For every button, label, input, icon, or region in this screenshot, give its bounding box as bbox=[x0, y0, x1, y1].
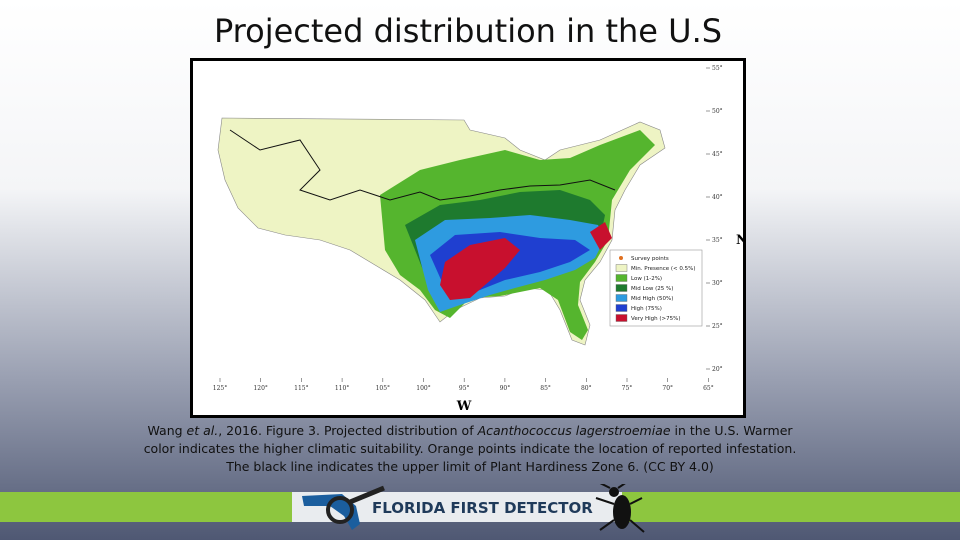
lat-tick-label: 40° bbox=[712, 194, 723, 201]
lon-tick-label: 75° bbox=[622, 385, 633, 392]
lon-tick-label: 70° bbox=[662, 385, 673, 392]
caption-text: in the U.S. Warmer color indicates the h… bbox=[143, 423, 797, 474]
lat-ticks: 55° 50° 45° 40° 35° 30° 25° 20° bbox=[706, 65, 723, 373]
lon-tick-label: 65° bbox=[703, 385, 714, 392]
legend-label: Mid High (50%) bbox=[631, 296, 673, 302]
beetle-legs bbox=[595, 484, 645, 533]
lon-tick-label: 95° bbox=[459, 385, 470, 392]
north-label: N bbox=[736, 233, 746, 248]
beetle-icon bbox=[613, 495, 631, 529]
lon-tick-label: 100° bbox=[416, 385, 430, 392]
lon-tick-label: 80° bbox=[581, 385, 592, 392]
veryhigh-region bbox=[590, 222, 612, 250]
legend-point bbox=[619, 256, 623, 260]
lon-tick-label: 115° bbox=[294, 385, 308, 392]
figure-caption: Wang et al., 2016. Figure 3. Projected d… bbox=[140, 422, 800, 476]
lat-tick-label: 55° bbox=[712, 65, 723, 72]
caption-species: Acanthococcus lagerstroemiae bbox=[477, 423, 671, 438]
lon-tick-label: 105° bbox=[376, 385, 390, 392]
legend-label: Survey points bbox=[631, 256, 669, 262]
legend-swatch bbox=[615, 284, 628, 292]
legend-label: Very High (>75%) bbox=[631, 316, 681, 322]
lon-ticks: 125° 120° 115° 110° 105° 100° 95° 90° 85° 80° 75° 7… bbox=[213, 378, 714, 392]
lat-tick-label: 45° bbox=[712, 151, 723, 158]
magnifier bbox=[326, 496, 354, 524]
lon-tick-label: 125° bbox=[213, 385, 227, 392]
slide-title: Projected distribution in the U.S bbox=[213, 12, 723, 50]
legend-swatch bbox=[615, 314, 628, 322]
lon-tick-label: 120° bbox=[253, 385, 267, 392]
caption-author: Wang bbox=[147, 423, 183, 438]
legend: Survey points Min. Presence (< 0.5%) Low (… bbox=[615, 256, 696, 322]
west-label: W bbox=[456, 399, 472, 414]
legend-label: High (75%) bbox=[631, 306, 662, 312]
lat-tick-label: 35° bbox=[712, 237, 723, 244]
caption-author-em: et al. bbox=[186, 423, 219, 438]
caption-text: Projected distribution of bbox=[323, 423, 474, 438]
beetle-head bbox=[609, 487, 619, 497]
lat-tick-label: 20° bbox=[712, 366, 723, 373]
footer-logo: FLORIDA FIRST DETECTOR bbox=[292, 484, 645, 533]
legend-swatch bbox=[615, 304, 628, 312]
map-figure: Survey points Min. Presence (< 0.5%) Low (… bbox=[190, 58, 746, 418]
lon-tick-label: 90° bbox=[500, 385, 511, 392]
legend-swatch bbox=[615, 294, 628, 302]
veryhigh-region bbox=[440, 238, 520, 300]
lat-tick-label: 25° bbox=[712, 323, 723, 330]
caption-citation: , 2016. Figure 3. bbox=[218, 423, 320, 438]
map-shapes bbox=[217, 117, 666, 346]
lon-tick-label: 85° bbox=[540, 385, 551, 392]
brand-text: FLORIDA FIRST DETECTOR bbox=[372, 499, 593, 517]
legend-swatch bbox=[615, 264, 628, 272]
lon-tick-label: 110° bbox=[335, 385, 349, 392]
florida-icon bbox=[302, 494, 360, 530]
zone6-line bbox=[229, 129, 616, 201]
magnifier-handle bbox=[349, 485, 385, 505]
legend-label: Min. Presence (< 0.5%) bbox=[631, 266, 696, 272]
lat-tick-label: 50° bbox=[712, 108, 723, 115]
lat-tick-label: 30° bbox=[712, 280, 723, 287]
legend-label: Low (1-2%) bbox=[631, 276, 662, 282]
legend-label: Mid Low (25 %) bbox=[631, 286, 673, 292]
legend-swatch bbox=[615, 274, 628, 282]
